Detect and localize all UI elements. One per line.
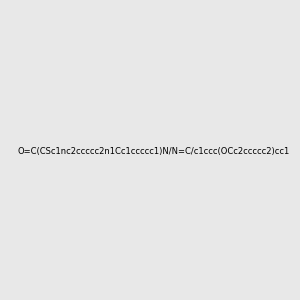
Text: O=C(CSc1nc2ccccc2n1Cc1ccccc1)N/N=C/c1ccc(OCc2ccccc2)cc1: O=C(CSc1nc2ccccc2n1Cc1ccccc1)N/N=C/c1ccc… — [18, 147, 290, 156]
